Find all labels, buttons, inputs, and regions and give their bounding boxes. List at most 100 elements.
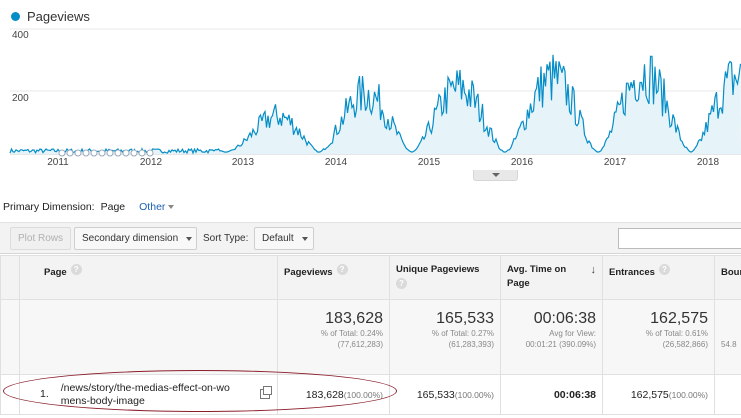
row-unique-pct: (100.00%) <box>454 389 494 400</box>
primary-dimension-other[interactable]: Other <box>139 201 175 213</box>
annotation-marker <box>74 149 82 157</box>
row-bounce <box>714 374 741 415</box>
table-toolbar: Plot Rows Secondary dimension Sort Type:… <box>0 222 741 254</box>
x-tick-2018: 2018 <box>696 157 720 168</box>
totals-bounce-line2: 54.8 <box>721 340 737 349</box>
totals-unique-pageviews: 165,533 % of Total: 0.27% (61,283,393) <box>389 299 501 375</box>
sort-type-dropdown[interactable]: Default <box>254 227 314 250</box>
y-tick-400: 400 <box>12 30 29 41</box>
row-checkbox[interactable] <box>0 374 20 415</box>
header-pageviews-label: Pageviews <box>284 267 333 278</box>
help-icon[interactable]: ? <box>658 264 670 275</box>
header-pageviews[interactable]: Pageviews ? <box>277 255 390 300</box>
totals-row: 183,628 % of Total: 0.24% (77,612,283) 1… <box>0 299 741 375</box>
x-tick-2015: 2015 <box>417 157 441 168</box>
page-path-link[interactable]: 1. /news/story/the-medias-effect-on-wo m… <box>26 382 271 408</box>
table-header-row: Page ? Pageviews ? Unique Pageviews ? Av… <box>0 255 741 300</box>
primary-dimension-bar: Primary Dimension: Page Other <box>3 201 175 213</box>
caret-down-icon <box>186 236 193 241</box>
help-icon[interactable]: ? <box>336 264 348 275</box>
table-row: 1. /news/story/the-medias-effect-on-wo m… <box>0 374 741 415</box>
totals-page-cell <box>19 299 278 375</box>
chevron-down-icon <box>491 173 500 177</box>
annotation-marker <box>66 149 74 157</box>
totals-avg-time: 00:06:38 Avg for View: 00:01:21 (390.09%… <box>500 299 603 375</box>
select-all-checkbox[interactable] <box>0 255 20 300</box>
totals-entrances-line1: % of Total: 0.61% <box>645 329 708 338</box>
help-icon[interactable]: ? <box>396 277 407 289</box>
row-entrances-pct: (100.00%) <box>668 389 708 400</box>
totals-pageviews-line1: % of Total: 0.24% <box>320 329 383 338</box>
totals-pageviews-value: 183,628 <box>325 310 383 327</box>
header-page-label: Page <box>44 267 67 278</box>
x-tick-2017: 2017 <box>603 157 627 168</box>
totals-unique-line2: (61,283,393) <box>448 340 494 349</box>
row-avg-time: 00:06:38 <box>500 374 603 415</box>
secondary-dimension-dropdown[interactable]: Secondary dimension <box>74 227 197 250</box>
header-bounce-label: Boun <box>721 267 741 278</box>
totals-bounce-value <box>721 310 741 328</box>
annotation-marker <box>106 149 114 157</box>
annotation-marker <box>98 149 106 157</box>
row-entrances-value: 162,575 <box>630 388 669 401</box>
header-page[interactable]: Page ? <box>19 255 278 300</box>
header-unique-pageviews-label: Unique Pageviews <box>396 264 480 275</box>
annotation-marker <box>130 149 138 157</box>
totals-avg-time-line2: 00:01:21 (390.09%) <box>525 340 596 349</box>
plot-rows-button[interactable]: Plot Rows <box>10 227 72 250</box>
totals-empty-cell <box>0 299 20 375</box>
pageviews-chart: Pageviews 400 200 2011 2012 2013 2014 20… <box>0 0 741 182</box>
pageviews-area <box>10 54 741 154</box>
annotation-marker <box>146 149 154 157</box>
annotation-marker <box>82 149 90 157</box>
row-page-path-line2: mens-body-image <box>60 394 145 407</box>
x-tick-2012: 2012 <box>139 157 163 168</box>
totals-entrances: 162,575 % of Total: 0.61% (26,582,866) <box>602 299 715 375</box>
totals-pageviews-line2: (77,612,283) <box>337 340 383 349</box>
totals-entrances-line2: (26,582,866) <box>662 340 708 349</box>
header-avg-time-label: Avg. Time on Page <box>507 264 567 289</box>
open-page-icon[interactable] <box>260 386 272 399</box>
sort-descending-icon[interactable]: ↓ <box>590 264 597 276</box>
totals-unique-value: 165,533 <box>436 310 494 327</box>
totals-unique-line1: % of Total: 0.27% <box>431 329 494 338</box>
row-page-path: /news/story/the-medias-effect-on-wo mens… <box>61 382 230 408</box>
secondary-dimension-label: Secondary dimension <box>82 233 179 244</box>
primary-dimension-label: Primary Dimension: <box>3 201 95 213</box>
row-pageviews-pct: (100.00%) <box>343 389 383 400</box>
legend-label: Pageviews <box>27 9 90 24</box>
chart-legend: Pageviews <box>11 9 90 24</box>
header-avg-time[interactable]: Avg. Time on Page ↓ <box>500 255 603 300</box>
chart-collapse-handle[interactable] <box>473 170 518 181</box>
annotation-marker <box>122 149 130 157</box>
x-tick-2013: 2013 <box>231 157 255 168</box>
pageviews-line <box>9 54 741 155</box>
row-unique-pageviews: 165,533(100.00%) <box>389 374 501 415</box>
row-pageviews-value: 183,628 <box>305 388 344 401</box>
header-unique-pageviews[interactable]: Unique Pageviews ? <box>389 255 501 300</box>
header-entrances[interactable]: Entrances ? <box>602 255 715 300</box>
row-index: 1. <box>40 388 49 400</box>
annotation-marker <box>138 149 146 157</box>
data-table: Page ? Pageviews ? Unique Pageviews ? Av… <box>0 255 741 415</box>
totals-avg-time-value: 00:06:38 <box>533 310 596 327</box>
primary-dimension-page[interactable]: Page <box>100 201 126 213</box>
row-pageviews: 183,628(100.00%) <box>277 374 390 415</box>
sort-type-value: Default <box>262 233 294 244</box>
caret-down-icon <box>301 236 308 241</box>
totals-pageviews: 183,628 % of Total: 0.24% (77,612,283) <box>277 299 390 375</box>
x-tick-2016: 2016 <box>510 157 534 168</box>
help-icon[interactable]: ? <box>70 264 82 275</box>
sort-type-label: Sort Type: <box>203 233 249 244</box>
chart-plot-area <box>9 28 741 157</box>
header-bounce-rate[interactable]: Boun <box>714 255 741 300</box>
table-search-input[interactable] <box>618 228 741 249</box>
annotation-marker <box>58 149 66 157</box>
caret-down-icon <box>168 205 175 209</box>
row-entrances: 162,575(100.00%) <box>602 374 715 415</box>
annotation-marker <box>90 149 98 157</box>
row-unique-value: 165,533 <box>416 388 455 401</box>
y-tick-200: 200 <box>12 93 29 104</box>
x-tick-2014: 2014 <box>324 157 348 168</box>
totals-avg-time-line1: Avg for View: <box>549 329 596 338</box>
